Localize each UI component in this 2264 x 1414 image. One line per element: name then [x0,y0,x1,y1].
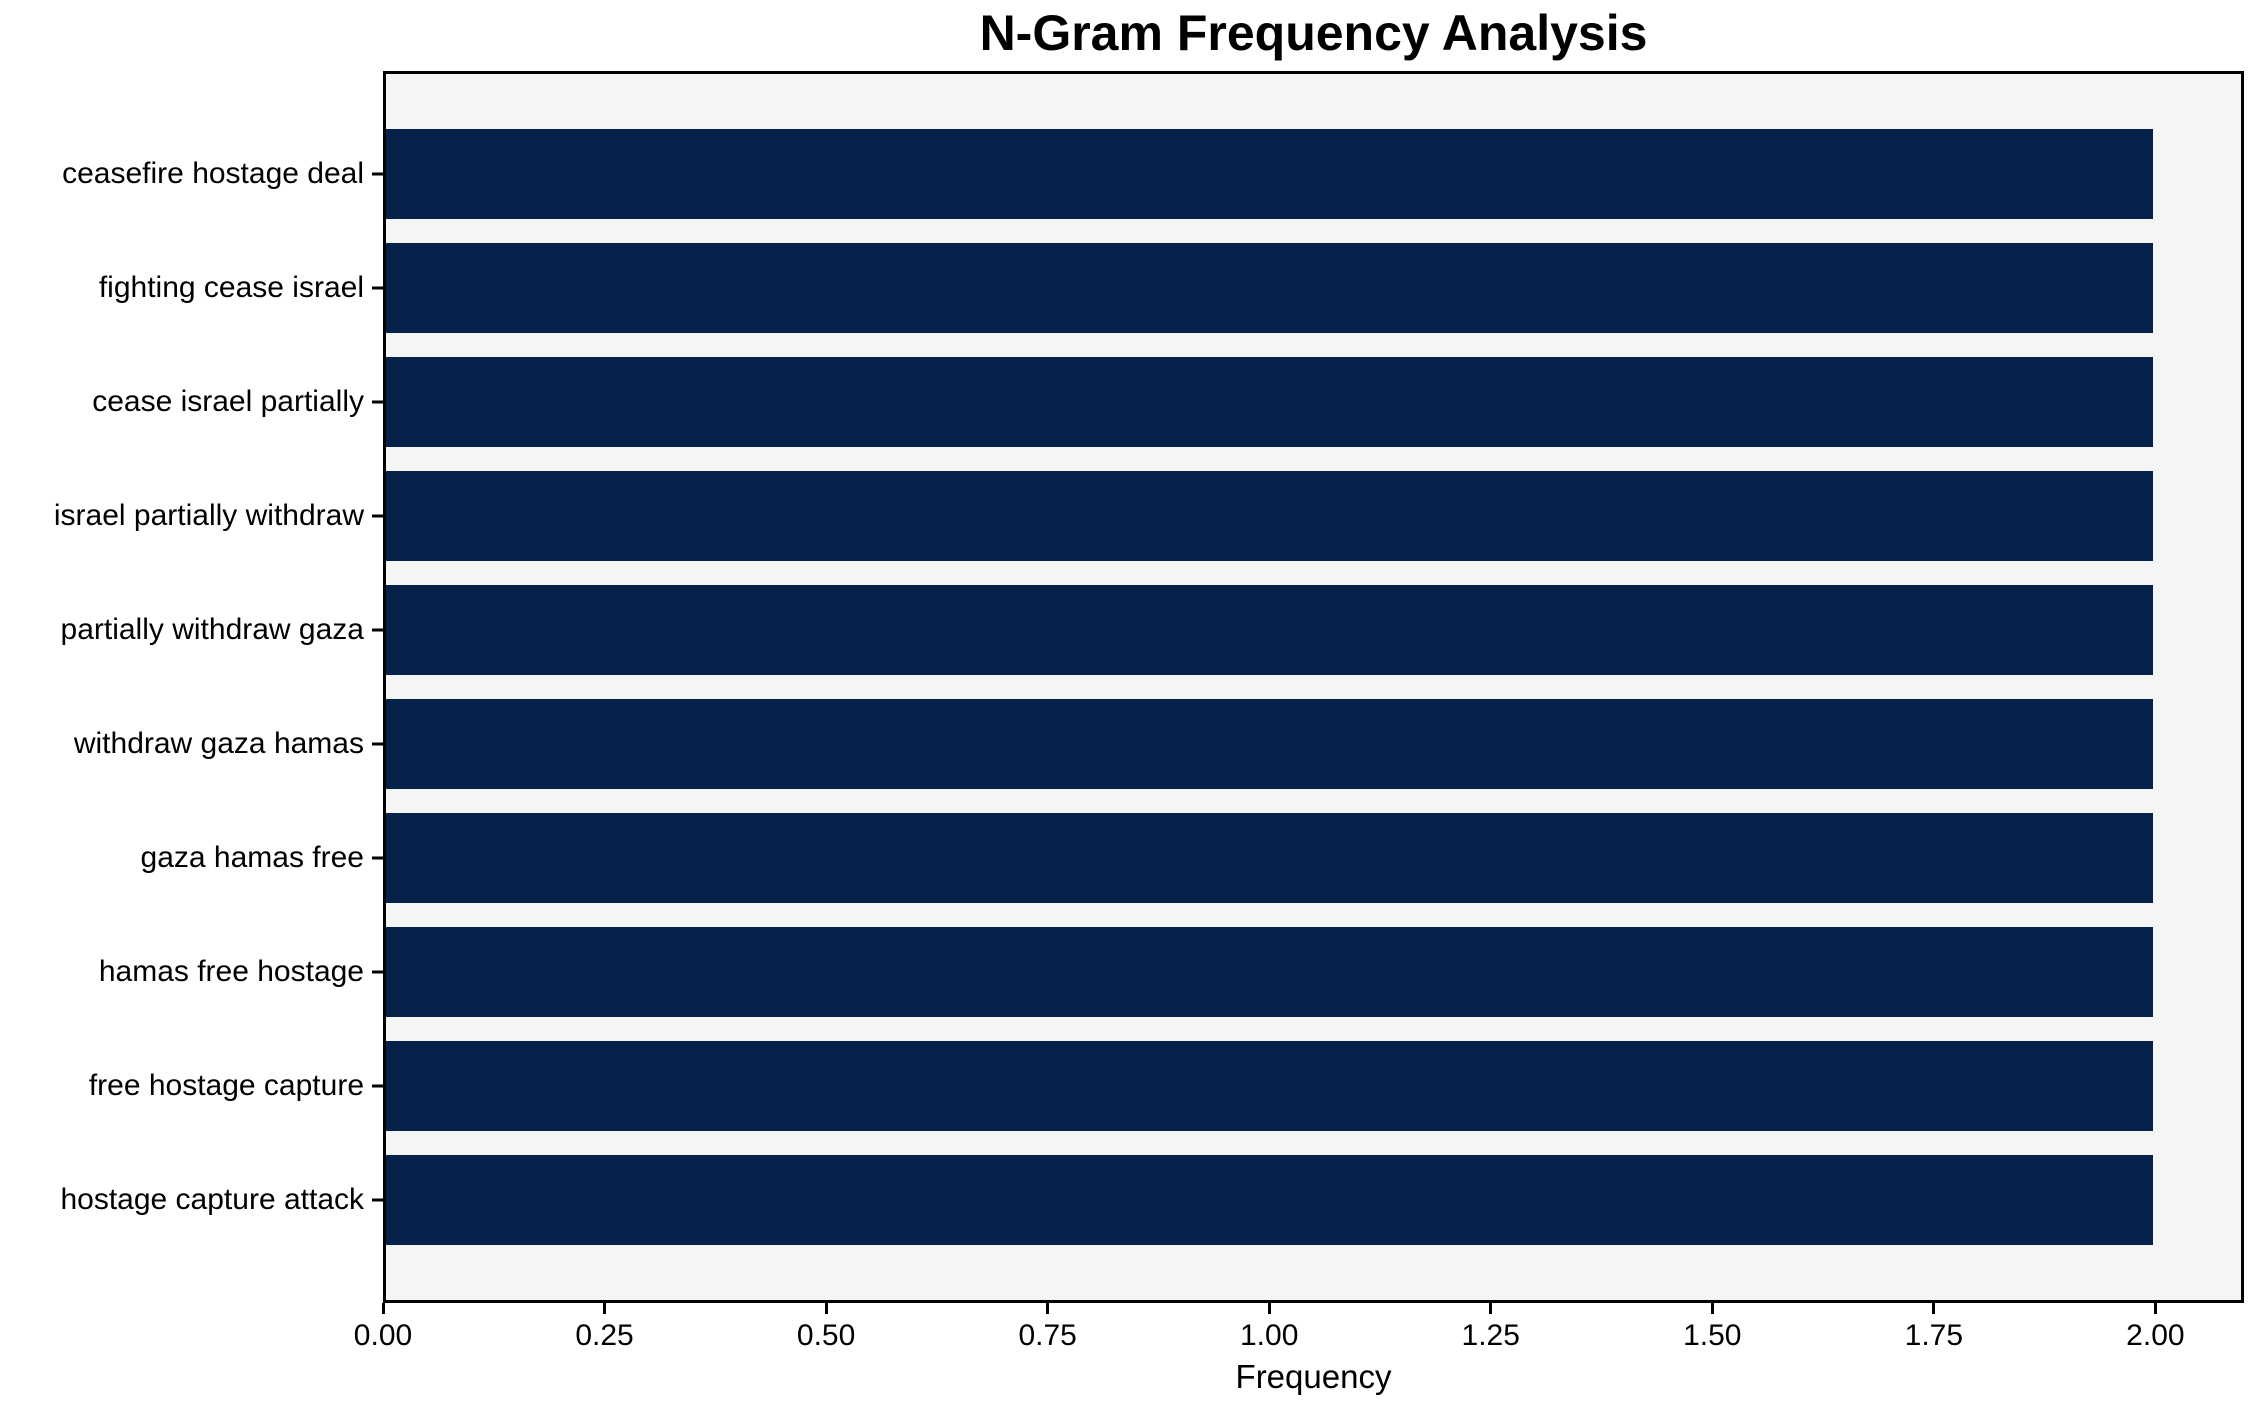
bar [386,812,2153,904]
bar-slot: partially withdraw gaza [61,573,2241,687]
x-tick-label: 0.75 [1018,1319,1077,1352]
y-tick-label: hostage capture attack [60,1183,364,1216]
y-tick-mark [372,514,383,518]
x-tick-label: 1.50 [1683,1319,1742,1352]
x-tick-label: 1.25 [1461,1319,1520,1352]
y-tick-mark [372,970,383,974]
x-tick-mark [603,1303,607,1314]
bar [386,128,2153,220]
x-axis-label: Frequency [1235,1358,1392,1395]
bar [386,242,2153,334]
y-tick-mark [372,856,383,860]
x-tick-mark [381,1303,385,1314]
x-tick-mark [1046,1303,1050,1314]
y-tick-label: fighting cease israel [98,271,364,304]
x-tick-mark [1489,1303,1493,1314]
x-tick-mark [1267,1303,1271,1314]
y-tick-label: partially withdraw gaza [60,613,364,646]
y-tick-mark [372,400,383,404]
y-tick-mark [372,286,383,290]
y-tick-label: hamas free hostage [98,955,364,988]
bar-slot: free hostage capture [89,1029,2241,1143]
x-tick-label: 0.50 [796,1319,856,1352]
bar [386,470,2153,562]
y-tick-mark [372,628,383,632]
x-axis-ticks: 0.00 0.25 0.50 0.75 1.00 1.25 1.50 1.75 2.00 [354,1303,2244,1373]
bar-slot: ceasefire hostage deal [62,117,2241,231]
x-tick-label: 0.00 [353,1319,413,1352]
bar [386,356,2153,448]
x-tick-label: 2.00 [2126,1319,2185,1352]
bars-container: ceasefire hostage deal fighting cease isr… [54,74,2241,1300]
y-tick-label: withdraw gaza hamas [73,727,364,760]
y-tick-mark [372,742,383,746]
plot-area: ceasefire hostage deal fighting cease isr… [54,71,2244,1303]
bar-slot: fighting cease israel [99,231,2241,345]
y-tick-mark [372,1084,383,1088]
bar-slot: israel partially withdraw [54,459,2241,573]
bar [386,698,2153,790]
bar-slot: gaza hamas free [141,801,2241,915]
bar-slot: cease israel partially [92,345,2241,459]
bar [386,1154,2153,1246]
x-tick-mark [824,1303,828,1314]
bar-slot: withdraw gaza hamas [74,687,2241,801]
y-tick-mark [372,172,383,176]
bar-slot: hamas free hostage [99,915,2241,1029]
bar [386,584,2153,676]
y-tick-label: ceasefire hostage deal [62,157,364,190]
x-tick-mark [1710,1303,1714,1314]
y-tick-label: gaza hamas free [140,841,364,874]
chart-title: N-Gram Frequency Analysis [979,5,1648,61]
x-tick-label: 0.25 [575,1319,634,1352]
y-tick-label: free hostage capture [88,1069,364,1102]
x-tick-label: 1.00 [1239,1319,1299,1352]
bar [386,1040,2153,1132]
bar [386,926,2153,1018]
y-tick-mark [372,1198,383,1202]
y-tick-label: cease israel partially [92,385,364,418]
x-tick-label: 1.75 [1904,1319,1964,1352]
y-tick-label: israel partially withdraw [53,499,364,532]
x-tick-mark [1932,1303,1936,1314]
bar-slot: hostage capture attack [60,1143,2241,1257]
x-tick-mark [2153,1303,2157,1314]
